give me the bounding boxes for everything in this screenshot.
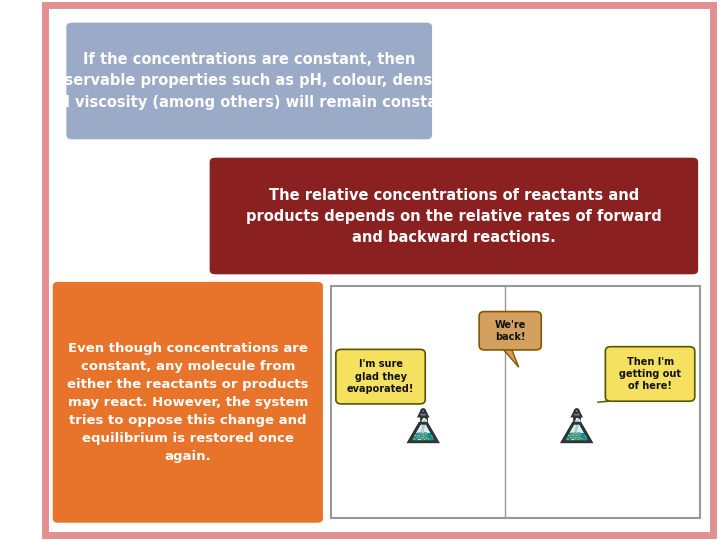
Circle shape [414,435,416,436]
Bar [420,416,426,423]
Circle shape [414,434,416,436]
FancyBboxPatch shape [53,282,323,523]
FancyBboxPatch shape [210,158,698,274]
Ellipse shape [575,409,579,413]
Circle shape [426,437,428,438]
Circle shape [431,441,433,442]
Circle shape [425,437,428,440]
Polygon shape [597,397,658,402]
Circle shape [431,435,433,437]
Circle shape [425,436,427,438]
Polygon shape [409,433,437,441]
Circle shape [570,434,572,436]
Text: I'm sure
glad they
evaporated!: I'm sure glad they evaporated! [347,359,414,394]
Circle shape [430,440,433,442]
Circle shape [420,436,422,438]
Circle shape [576,435,578,437]
Circle shape [581,438,583,440]
Circle shape [574,433,576,435]
Circle shape [427,438,430,440]
Circle shape [574,441,576,443]
Circle shape [579,434,582,436]
Circle shape [567,434,570,436]
Circle shape [423,438,426,440]
Polygon shape [562,433,591,441]
Circle shape [420,434,423,436]
Circle shape [416,437,419,438]
Text: The relative concentrations of reactants and
products depends on the relative ra: The relative concentrations of reactants… [246,187,662,245]
Circle shape [579,437,581,440]
Circle shape [585,436,588,438]
Circle shape [567,435,570,436]
Circle shape [573,440,575,442]
Bar [331,286,700,518]
FancyBboxPatch shape [66,23,432,139]
FancyBboxPatch shape [336,349,426,404]
Circle shape [575,435,577,436]
Circle shape [421,437,423,440]
Circle shape [570,436,572,438]
Circle shape [415,434,418,436]
Circle shape [567,438,570,440]
Circle shape [570,437,572,438]
Circle shape [574,437,577,439]
Text: Then I'm
getting out
of here!: Then I'm getting out of here! [619,356,681,392]
Bar [574,416,580,423]
FancyBboxPatch shape [606,347,695,401]
Circle shape [575,434,577,436]
Circle shape [416,436,418,438]
Circle shape [584,441,586,442]
Circle shape [417,436,419,438]
Circle shape [585,435,587,437]
Circle shape [419,434,422,435]
Circle shape [583,440,586,442]
Text: Even though concentrations are
constant, any molecule from
either the reactants : Even though concentrations are constant,… [67,342,309,463]
Polygon shape [418,411,428,416]
Circle shape [420,437,423,439]
Circle shape [570,436,572,438]
Circle shape [573,434,575,435]
Text: We're
back!: We're back! [495,320,526,342]
Circle shape [423,435,425,437]
Text: If the concentrations are constant, then
observable properties such as pH, colou: If the concentrations are constant, then… [39,52,460,110]
Circle shape [577,438,580,440]
Circle shape [579,437,581,438]
Polygon shape [372,400,416,402]
Circle shape [422,440,425,442]
Circle shape [418,433,420,435]
Circle shape [421,435,423,436]
Circle shape [573,436,575,438]
Polygon shape [409,423,437,442]
Circle shape [431,436,434,438]
Circle shape [420,441,423,443]
Circle shape [413,438,415,440]
Circle shape [424,433,426,434]
Circle shape [575,437,577,440]
Circle shape [576,434,578,436]
Circle shape [423,434,425,436]
Circle shape [426,434,428,436]
Circle shape [572,433,574,435]
Circle shape [578,436,580,438]
Polygon shape [572,411,581,416]
Ellipse shape [421,409,425,413]
Polygon shape [562,423,591,442]
Circle shape [420,440,422,442]
Circle shape [571,436,573,438]
Circle shape [575,440,578,442]
FancyBboxPatch shape [479,312,541,350]
Circle shape [420,433,423,435]
Circle shape [577,433,580,434]
Polygon shape [500,346,518,367]
Circle shape [418,436,420,438]
